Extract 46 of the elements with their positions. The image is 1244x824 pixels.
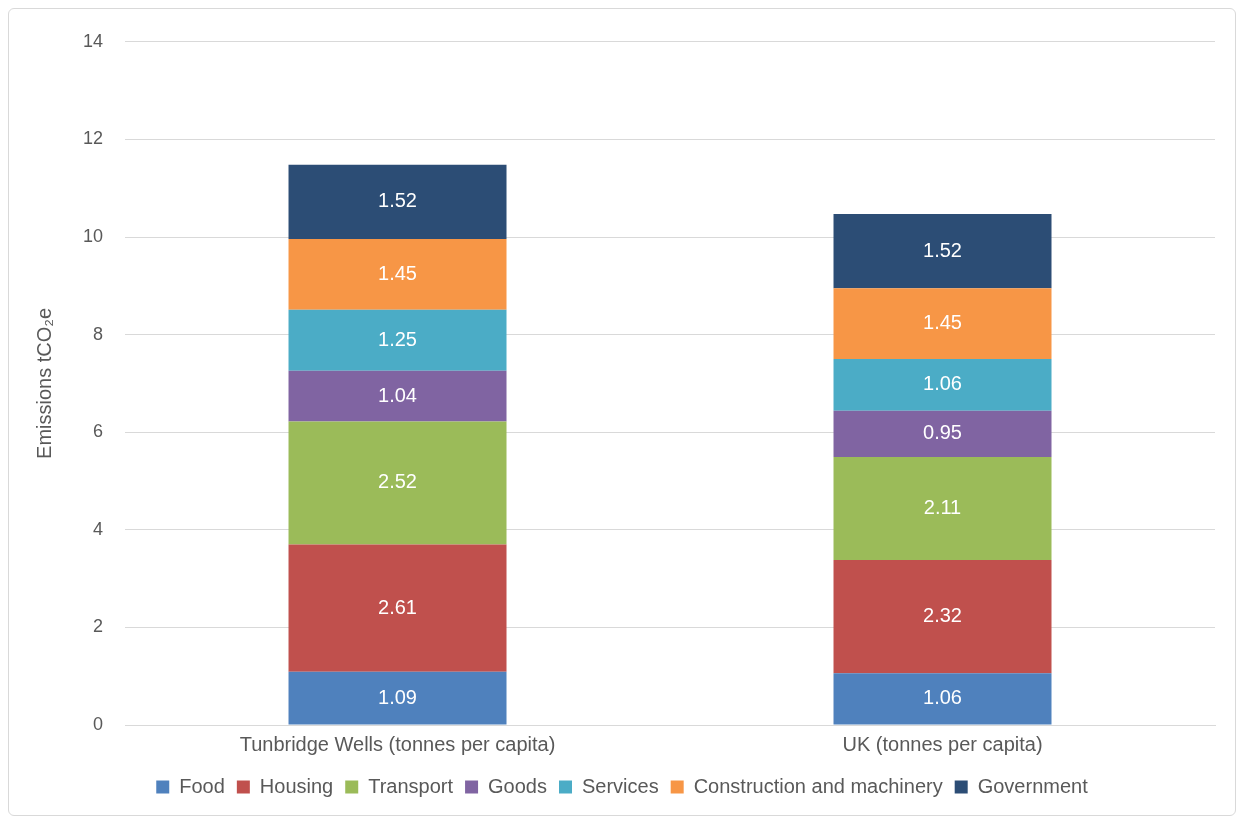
legend-label: Housing (259, 774, 334, 797)
x-tick-label: Tunbridge Wells (tonnes per capita) (239, 732, 556, 755)
data-label: 1.52 (923, 238, 962, 261)
y-tick-label: 8 (93, 323, 104, 344)
data-label: 1.09 (378, 685, 417, 708)
bar (833, 359, 1052, 411)
x-tick-label: UK (tonnes per capita) (842, 732, 1043, 755)
bar (833, 560, 1052, 674)
data-label: 1.06 (923, 686, 962, 709)
y-tick-label: 0 (93, 713, 104, 734)
y-tick-label: 10 (82, 225, 104, 246)
data-label: 2.52 (378, 470, 417, 493)
bar (288, 164, 507, 239)
bar (288, 421, 507, 545)
legend-label: Food (179, 774, 225, 797)
y-tick-label: 6 (93, 421, 104, 442)
data-label: 1.45 (923, 311, 962, 334)
data-label: 2.32 (923, 604, 962, 627)
y-tick-label: 12 (82, 128, 104, 149)
data-label: 2.61 (378, 595, 417, 618)
data-label: 1.52 (378, 189, 417, 212)
data-label: 1.25 (378, 327, 417, 350)
y-tick-label: 4 (93, 518, 104, 539)
bar (833, 410, 1052, 458)
y-tick-label: 14 (82, 30, 104, 51)
legend-label: Goods (488, 774, 547, 797)
bar (288, 671, 507, 725)
legend-label: Construction and machinery (693, 774, 943, 797)
data-label: 1.45 (378, 261, 417, 284)
bar (833, 288, 1052, 359)
y-tick-label: 2 (93, 616, 104, 637)
bar (833, 673, 1052, 725)
bar (288, 370, 507, 422)
data-label: 1.04 (378, 383, 417, 406)
legend-label: Services (581, 774, 659, 797)
data-label: 0.95 (923, 421, 962, 444)
legend-label: Transport (368, 774, 454, 797)
bar (288, 238, 507, 310)
legend-label: Government (977, 774, 1089, 797)
bar (288, 309, 507, 371)
bar (288, 544, 507, 672)
bar (833, 457, 1052, 561)
y-axis-title: Emissions tCO₂e (32, 307, 55, 459)
data-label: 2.11 (923, 496, 962, 519)
data-label: 1.06 (923, 372, 962, 395)
bar (833, 214, 1052, 289)
